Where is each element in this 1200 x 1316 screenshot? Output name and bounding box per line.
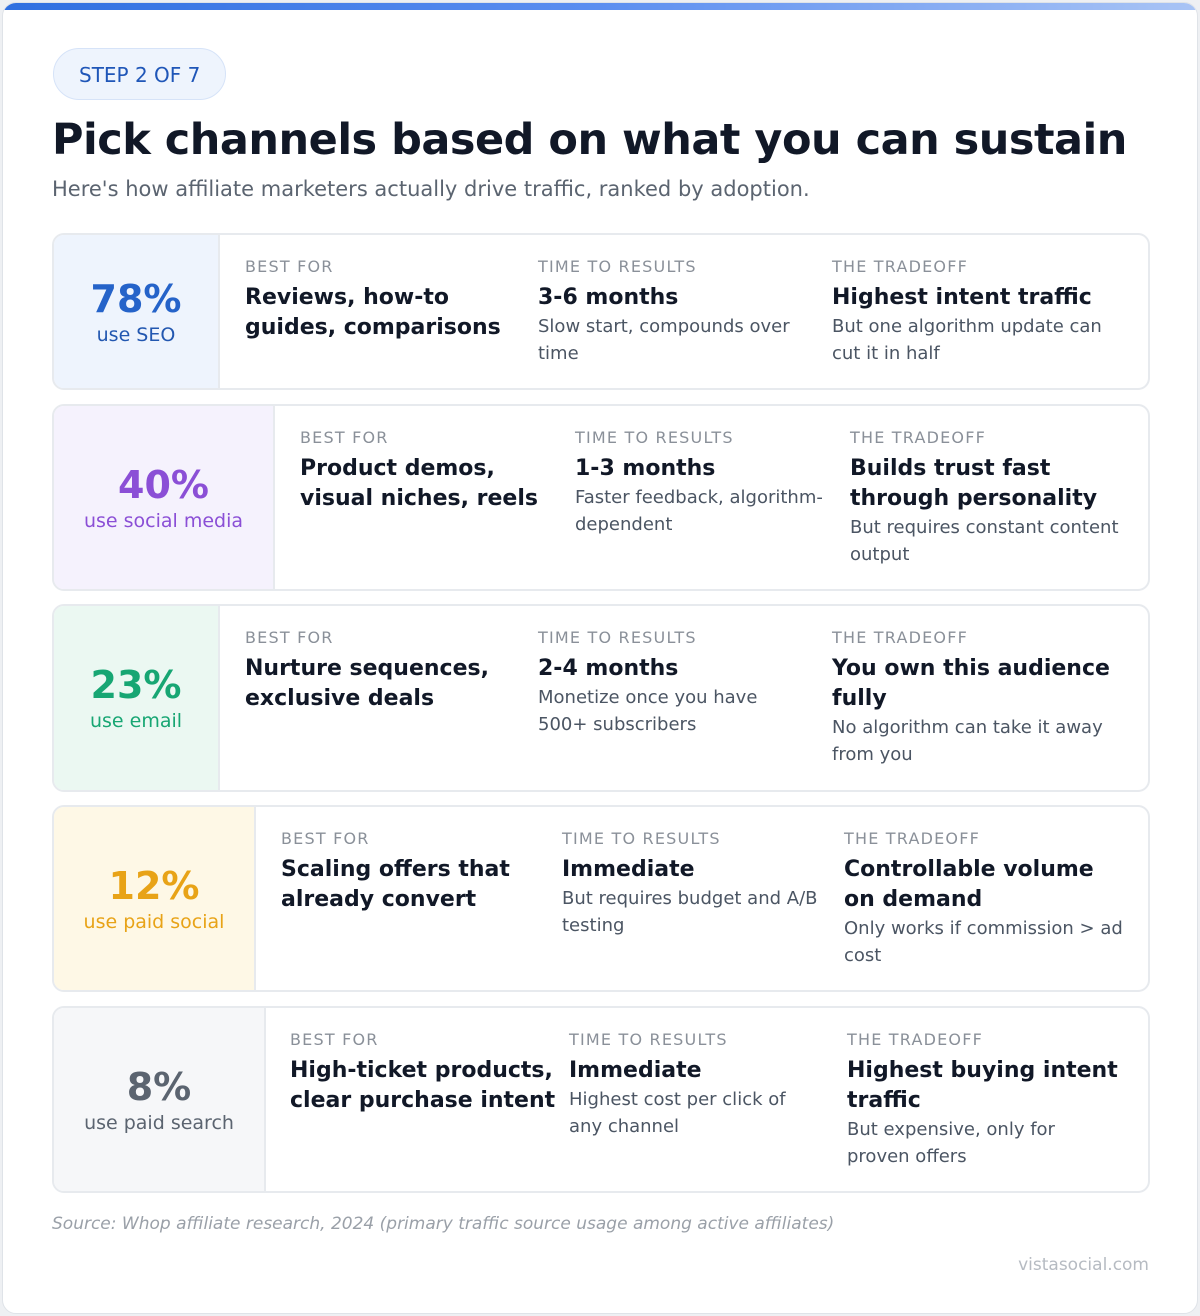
column-heading: BEST FOR: [281, 829, 370, 848]
stat-label: use social media: [83, 509, 244, 532]
info-column: BEST FOR High-ticket products, clear purc…: [290, 1028, 565, 1116]
info-column: TIME TO RESULTS Immediate But requires bud…: [562, 827, 827, 939]
stat-panel: 78% use SEO: [54, 235, 220, 388]
stat-value: 8%: [126, 1064, 192, 1109]
stat-value: 12%: [108, 863, 200, 908]
info-column: TIME TO RESULTS 1-3 months Faster feedback…: [575, 426, 835, 538]
stat-panel: 8% use paid search: [54, 1008, 266, 1191]
stat-label: use email: [89, 710, 183, 732]
channel-row: 8% use paid search BEST FOR High-ticket pro…: [52, 1006, 1150, 1193]
column-heading: THE TRADEOFF: [844, 829, 981, 848]
step-pill: STEP 2 OF 7: [53, 48, 227, 100]
info-column: THE TRADEOFF Builds trust fast through pe…: [850, 426, 1120, 568]
info-column: THE TRADEOFF Controllable volume on deman…: [844, 827, 1124, 969]
stat-panel: 12% use paid social: [54, 807, 256, 990]
column-note: But requires constant content output: [850, 517, 1119, 565]
column-main: 3-6 months: [538, 285, 679, 310]
column-note: But one algorithm update can cut it in h…: [832, 316, 1102, 364]
column-main: Highest buying intent traffic: [847, 1058, 1118, 1113]
channel-row: 12% use paid social BEST FOR Scaling offers…: [52, 805, 1150, 992]
info-column: THE TRADEOFF Highest buying intent traffi…: [847, 1028, 1122, 1170]
info-column: BEST FOR Reviews, how-to guides, comparis…: [245, 255, 515, 343]
column-heading: BEST FOR: [300, 428, 389, 447]
stat-panel: 23% use email: [54, 606, 220, 790]
brand: vistasocial.com: [1018, 1255, 1149, 1275]
column-main: Immediate: [569, 1058, 702, 1083]
column-note: Only works if commission > ad cost: [844, 918, 1123, 966]
stat-panel: 40% use social media: [54, 406, 275, 589]
column-heading: BEST FOR: [245, 257, 334, 276]
column-heading: BEST FOR: [290, 1030, 379, 1049]
column-heading: TIME TO RESULTS: [569, 1030, 728, 1049]
info-column: BEST FOR Product demos, visual niches, re…: [300, 426, 572, 514]
column-main: Immediate: [562, 857, 695, 882]
column-main: Nurture sequences, exclusive deals: [245, 656, 489, 711]
column-main: Highest intent traffic: [832, 285, 1092, 310]
column-main: Reviews, how-to guides, comparisons: [245, 285, 501, 340]
stat-value: 78%: [90, 276, 182, 321]
column-main: Controllable volume on demand: [844, 857, 1094, 912]
stat-value: 23%: [90, 663, 182, 707]
title: Pick channels based on what you can sust…: [52, 115, 1127, 165]
stat-label: use paid social: [83, 910, 225, 933]
column-main: Scaling offers that already convert: [281, 857, 510, 912]
column-heading: THE TRADEOFF: [832, 628, 969, 647]
column-heading: TIME TO RESULTS: [538, 628, 697, 647]
column-note: But expensive, only for proven offers: [847, 1119, 1055, 1167]
column-heading: THE TRADEOFF: [850, 428, 987, 447]
column-heading: TIME TO RESULTS: [575, 428, 734, 447]
source: Source: Whop affiliate research, 2024 (p…: [52, 1214, 835, 1234]
top-bar: [3, 3, 1197, 10]
column-note: Highest cost per click of any channel: [569, 1089, 786, 1137]
info-column: THE TRADEOFF Highest intent traffic But on…: [832, 255, 1102, 367]
column-main: 2-4 months: [538, 656, 679, 681]
column-heading: THE TRADEOFF: [832, 257, 969, 276]
info-column: BEST FOR Scaling offers that already conv…: [281, 827, 546, 915]
column-note: No algorithm can take it away from you: [832, 717, 1103, 765]
column-main: You own this audience fully: [832, 656, 1110, 711]
column-main: High-ticket products, clear purchase int…: [290, 1058, 556, 1113]
channel-row: 23% use email BEST FOR Nurture sequences, e…: [52, 604, 1150, 792]
info-column: THE TRADEOFF You own this audience fully N…: [832, 626, 1122, 768]
info-column: TIME TO RESULTS Immediate Highest cost per…: [569, 1028, 824, 1140]
stat-label: use SEO: [96, 323, 176, 346]
channel-row: 40% use social media BEST FOR Product demos…: [52, 404, 1150, 591]
column-note: Slow start, compounds over time: [538, 316, 790, 364]
column-heading: BEST FOR: [245, 628, 334, 647]
info-column: TIME TO RESULTS 2-4 months Monetize once y…: [538, 626, 808, 738]
column-main: Product demos, visual niches, reels: [300, 456, 538, 511]
info-column: TIME TO RESULTS 3-6 months Slow start, com…: [538, 255, 823, 367]
column-main: 1-3 months: [575, 456, 716, 481]
column-main: Builds trust fast through personality: [850, 456, 1098, 511]
column-note: But requires budget and A/B testing: [562, 888, 818, 936]
info-column: BEST FOR Nurture sequences, exclusive dea…: [245, 626, 515, 714]
subtitle: Here's how affiliate marketers actually …: [52, 177, 810, 201]
column-note: Faster feedback, algorithm-dependent: [575, 487, 823, 535]
column-note: Monetize once you have 500+ subscribers: [538, 687, 758, 735]
column-heading: THE TRADEOFF: [847, 1030, 984, 1049]
stat-label: use paid search: [84, 1111, 234, 1134]
stat-value: 40%: [118, 462, 209, 507]
column-heading: TIME TO RESULTS: [562, 829, 721, 848]
column-heading: TIME TO RESULTS: [538, 257, 697, 276]
channel-row: 78% use SEO BEST FOR Reviews, how-to guides…: [52, 233, 1150, 390]
